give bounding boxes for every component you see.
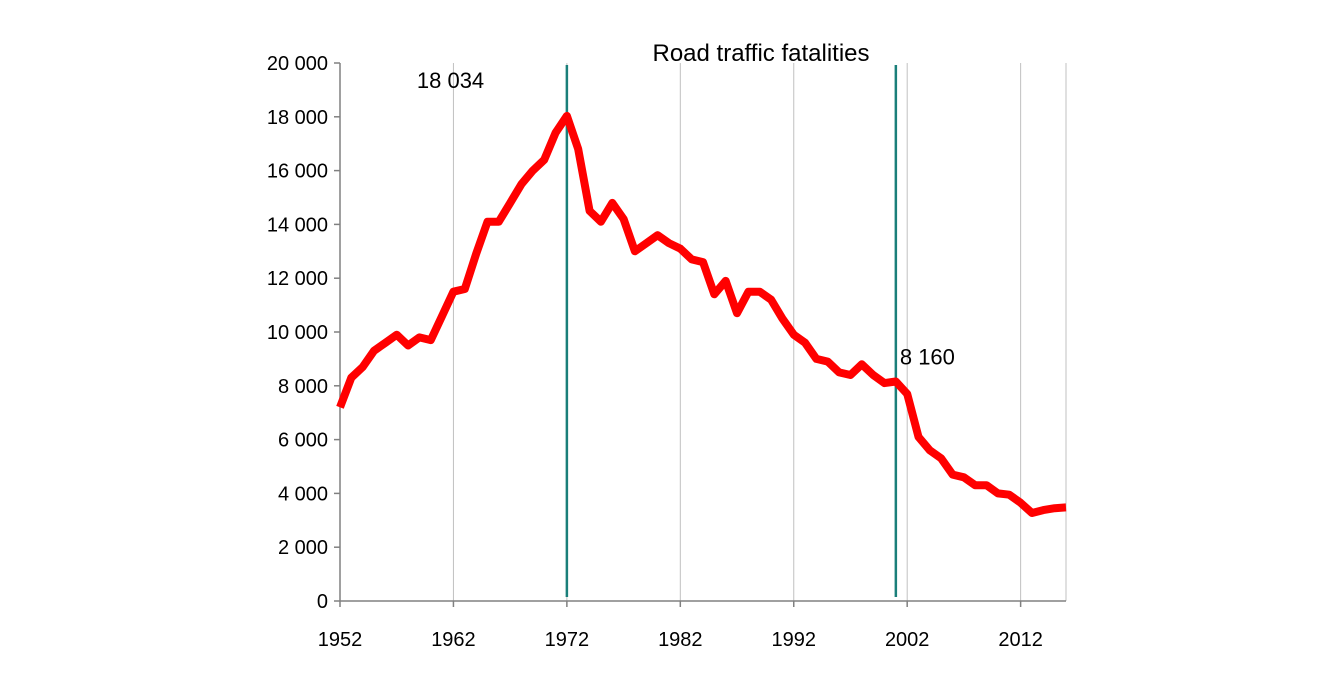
x-tick-label: 1972: [545, 629, 590, 651]
chart-title: Road traffic fatalities: [653, 40, 870, 67]
annotation-label: 8 160: [900, 344, 955, 369]
y-tick-label: 2 000: [278, 537, 328, 559]
y-tick-label: 20 000: [267, 53, 328, 75]
x-tick-label: 2012: [998, 629, 1043, 651]
y-tick-label: 18 000: [267, 107, 328, 129]
x-tick-label: 1952: [318, 629, 363, 651]
y-tick-label: 0: [317, 591, 328, 613]
series-line-0: [336, 111, 1067, 517]
y-tick-label: 16 000: [267, 161, 328, 183]
y-tick-label: 8 000: [278, 376, 328, 398]
x-tick-label: 2002: [885, 629, 930, 651]
y-tick-label: 6 000: [278, 430, 328, 452]
y-tick-label: 14 000: [267, 214, 328, 236]
y-tick-label: 12 000: [267, 268, 328, 290]
tick-labels: 0 2 000 4 000 6 000 8 000 10 000 12 000 14 000 1…: [267, 53, 1043, 651]
vertical-gridlines: [452, 63, 1067, 601]
x-tick-label: 1962: [431, 629, 476, 651]
series-layer: [336, 111, 1067, 517]
annotations: 18 034 8 160: [417, 68, 955, 370]
marker-lines: [565, 65, 898, 597]
x-tick-label: 1982: [658, 629, 703, 651]
y-tick-label: 10 000: [267, 322, 328, 344]
y-tick-label: 4 000: [278, 483, 328, 505]
x-tick-label: 1992: [772, 629, 817, 651]
axes: [334, 62, 1066, 607]
annotation-label: 18 034: [417, 68, 484, 93]
